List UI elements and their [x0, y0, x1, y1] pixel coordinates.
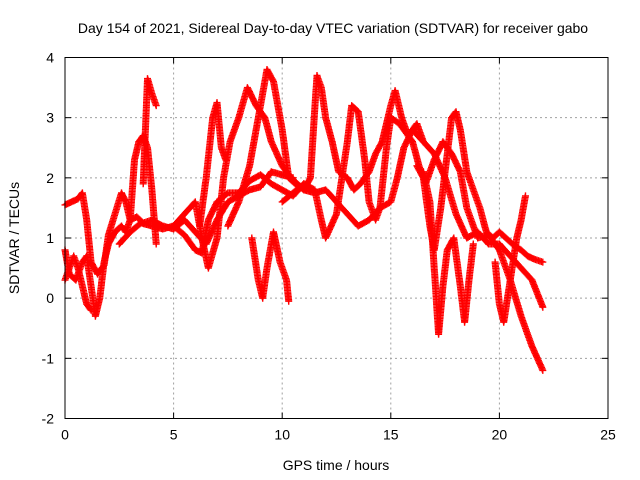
data-point: [86, 305, 94, 313]
data-point: [539, 366, 547, 374]
data-point: [419, 138, 427, 146]
y-tick-label: -2: [42, 411, 55, 427]
axis-ticks: 0 5 10 15 20 25 -2 -1 0 1 2 3 4: [42, 50, 616, 443]
x-tick-label: 5: [170, 427, 178, 443]
y-tick-label: -1: [42, 350, 55, 366]
series-track-m: [61, 252, 95, 314]
data-point: [539, 303, 547, 311]
y-tick-label: 2: [46, 170, 54, 186]
series-track-k: [491, 192, 529, 326]
data-point: [539, 258, 547, 266]
x-tick-label: 20: [492, 427, 508, 443]
data-point: [522, 192, 529, 200]
data-points: [61, 66, 547, 374]
y-tick-label: 1: [46, 230, 54, 246]
x-axis-label: GPS time / hours: [283, 457, 390, 473]
data-point: [285, 297, 293, 305]
x-tick-label: 0: [61, 427, 69, 443]
y-tick-label: 3: [46, 110, 54, 126]
data-point: [152, 240, 160, 248]
data-point: [87, 306, 95, 314]
series-track-l: [115, 171, 308, 257]
series-track-f: [224, 66, 547, 374]
x-tick-label: 25: [600, 427, 616, 443]
y-axis-label: SDTVAR / TECUs: [6, 182, 22, 294]
y-tick-label: 4: [46, 50, 54, 66]
series-track-g: [248, 228, 293, 305]
data-point: [222, 156, 230, 164]
x-tick-label: 10: [274, 427, 290, 443]
data-point: [299, 181, 307, 189]
x-tick-label: 15: [383, 427, 399, 443]
data-point: [152, 102, 160, 110]
series-track-e: [196, 99, 230, 230]
data-point: [469, 240, 477, 248]
chart-title: Day 154 of 2021, Sidereal Day-to-day VTE…: [78, 20, 588, 36]
y-tick-label: 0: [46, 290, 54, 306]
data-point: [300, 180, 308, 188]
series-track-c: [139, 75, 160, 188]
series-track-j: [413, 108, 547, 266]
